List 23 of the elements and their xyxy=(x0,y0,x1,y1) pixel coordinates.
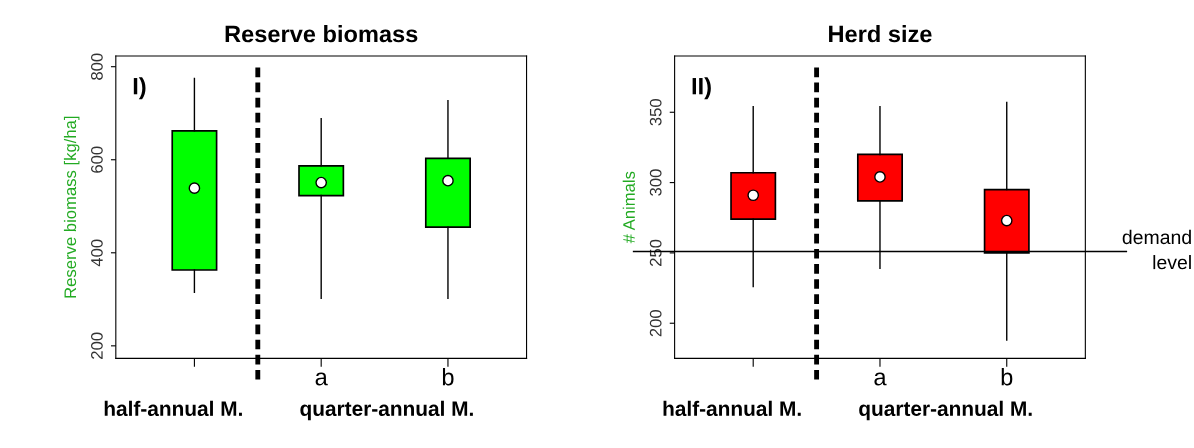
ref-line-label: demand level xyxy=(1122,229,1191,270)
text: half-annual M. xyxy=(104,400,242,417)
chart-title: Reserve biomass xyxy=(225,25,418,43)
y-axis-title: Reserve biomass [kg/ha] xyxy=(63,116,80,298)
y-tick-label: 400 xyxy=(91,239,103,267)
x-tick-label: a xyxy=(874,372,887,386)
annotation: I) xyxy=(133,77,146,100)
y-tick-label: 200 xyxy=(91,332,103,359)
text: quarter-annual M. xyxy=(300,400,473,421)
y-tick-label: 200 xyxy=(649,309,662,337)
x-tick-label: a xyxy=(315,372,328,386)
text: half-annual M. xyxy=(663,400,801,417)
y-tick-label: 250 xyxy=(649,239,662,266)
x-tick-label: b xyxy=(442,368,454,386)
y-axis-title: # Animals xyxy=(622,171,635,244)
annotation: II) xyxy=(692,77,711,100)
y-tick-label: 350 xyxy=(649,99,662,126)
chart-title: Herd size xyxy=(829,25,932,43)
y-tick-label: 600 xyxy=(91,146,103,173)
x-tick-label: b xyxy=(1001,368,1013,386)
y-tick-label: 800 xyxy=(91,53,103,80)
text: quarter-annual M. xyxy=(859,400,1032,421)
y-tick-label: 300 xyxy=(649,169,662,196)
